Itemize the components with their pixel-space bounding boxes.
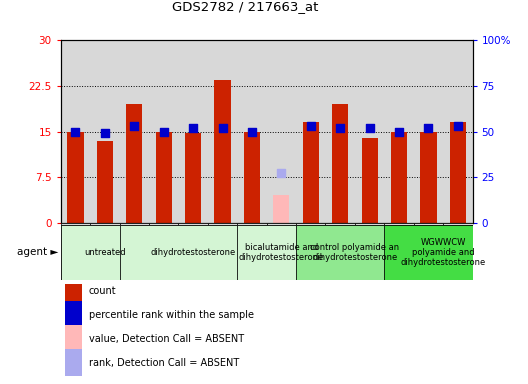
Bar: [362, 137, 378, 223]
Text: GSM187379: GSM187379: [365, 223, 374, 274]
Bar: [65, 277, 82, 304]
Bar: [450, 122, 466, 223]
Point: [395, 128, 403, 135]
Point: [307, 123, 315, 129]
Bar: [208, 223, 237, 225]
Bar: [443, 223, 473, 225]
Text: GSM187374: GSM187374: [218, 223, 227, 274]
Bar: [237, 225, 296, 280]
Bar: [384, 40, 414, 223]
Bar: [68, 131, 83, 223]
Bar: [267, 40, 296, 223]
Point: [248, 128, 256, 135]
Bar: [414, 40, 443, 223]
Bar: [237, 223, 267, 225]
Text: agent ►: agent ►: [17, 247, 58, 258]
Bar: [126, 104, 143, 223]
Bar: [391, 131, 407, 223]
Text: GSM187370: GSM187370: [100, 223, 109, 274]
Text: GSM187381: GSM187381: [424, 223, 433, 274]
Bar: [61, 225, 119, 280]
Point: [71, 128, 80, 135]
Bar: [65, 325, 82, 352]
Point: [159, 128, 168, 135]
Bar: [332, 104, 348, 223]
Bar: [65, 349, 82, 376]
Text: control polyamide an
dihydrotestosterone: control polyamide an dihydrotestosterone: [310, 243, 400, 262]
Bar: [244, 131, 260, 223]
Text: GSM187369: GSM187369: [71, 223, 80, 274]
Text: GSM187371: GSM187371: [130, 223, 139, 274]
Bar: [214, 80, 231, 223]
Point: [424, 125, 432, 131]
Text: value, Detection Call = ABSENT: value, Detection Call = ABSENT: [89, 334, 244, 344]
Bar: [303, 122, 319, 223]
Text: dihydrotestosterone: dihydrotestosterone: [150, 248, 235, 257]
Bar: [208, 40, 237, 223]
Bar: [237, 40, 267, 223]
Bar: [267, 223, 296, 225]
Bar: [178, 223, 208, 225]
Bar: [274, 195, 289, 223]
Bar: [325, 223, 355, 225]
Bar: [178, 40, 208, 223]
Bar: [384, 225, 473, 280]
Point: [365, 125, 374, 131]
Point: [101, 130, 109, 136]
Text: untreated: untreated: [84, 248, 126, 257]
Text: GSM187372: GSM187372: [159, 223, 168, 274]
Text: bicalutamide and
dihydrotestosterone: bicalutamide and dihydrotestosterone: [239, 243, 324, 262]
Text: GSM187382: GSM187382: [454, 223, 463, 274]
Point: [218, 125, 227, 131]
Text: GSM187375: GSM187375: [248, 223, 257, 274]
Text: GSM187378: GSM187378: [336, 223, 345, 274]
Text: rank, Detection Call = ABSENT: rank, Detection Call = ABSENT: [89, 358, 239, 368]
Text: WGWWCW
polyamide and
dihydrotestosterone: WGWWCW polyamide and dihydrotestosterone: [401, 238, 486, 267]
Point: [454, 123, 462, 129]
Bar: [443, 40, 473, 223]
Bar: [355, 223, 384, 225]
Bar: [384, 223, 414, 225]
Bar: [149, 223, 178, 225]
Point: [130, 123, 138, 129]
Bar: [149, 40, 178, 223]
Bar: [90, 40, 119, 223]
Bar: [185, 133, 201, 223]
Bar: [296, 223, 325, 225]
Bar: [65, 301, 82, 328]
Text: GSM187376: GSM187376: [277, 223, 286, 274]
Text: GDS2782 / 217663_at: GDS2782 / 217663_at: [172, 0, 319, 13]
Bar: [61, 40, 90, 223]
Text: GSM187377: GSM187377: [306, 223, 315, 274]
Text: count: count: [89, 286, 116, 296]
Point: [336, 125, 344, 131]
Bar: [296, 225, 384, 280]
Bar: [97, 141, 113, 223]
Bar: [90, 223, 119, 225]
Bar: [355, 40, 384, 223]
Bar: [325, 40, 355, 223]
Bar: [119, 225, 237, 280]
Point: [277, 170, 286, 177]
Bar: [420, 131, 437, 223]
Bar: [296, 40, 325, 223]
Text: GSM187373: GSM187373: [188, 223, 197, 274]
Text: GSM187380: GSM187380: [394, 223, 403, 274]
Bar: [61, 223, 90, 225]
Bar: [156, 131, 172, 223]
Bar: [119, 40, 149, 223]
Point: [189, 125, 197, 131]
Bar: [119, 223, 149, 225]
Text: percentile rank within the sample: percentile rank within the sample: [89, 310, 253, 320]
Bar: [414, 223, 443, 225]
